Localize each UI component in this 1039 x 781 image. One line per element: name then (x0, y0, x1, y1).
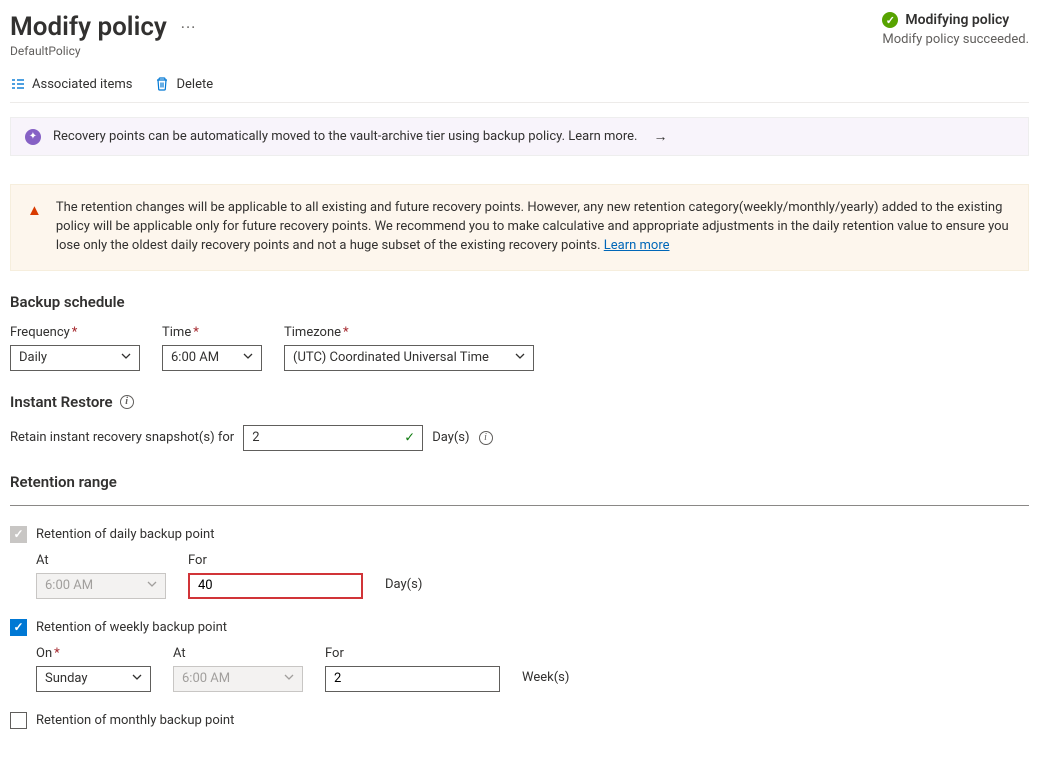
time-value: 6:00 AM (171, 350, 219, 365)
status-notification: ✓ Modifying policy Modify policy succeed… (882, 12, 1029, 47)
divider (10, 505, 1029, 506)
weekly-at-select: 6:00 AM (173, 666, 303, 692)
weekly-for-label: For (325, 646, 500, 661)
weekly-for-value[interactable] (334, 667, 491, 691)
daily-for-value[interactable] (198, 575, 353, 597)
frequency-value: Daily (19, 350, 47, 365)
timezone-value: (UTC) Coordinated Universal Time (293, 350, 489, 365)
compass-icon: ✦ (25, 129, 41, 145)
daily-retention-checkbox (10, 526, 27, 543)
weekly-unit: Week(s) (522, 652, 569, 685)
daily-for-input[interactable] (188, 573, 363, 599)
frequency-select[interactable]: Daily (10, 345, 140, 371)
info-icon[interactable]: i (479, 431, 493, 445)
status-title: Modifying policy (905, 12, 1009, 28)
weekly-at-label: At (173, 646, 303, 661)
warning-banner: ▲ The retention changes will be applicab… (10, 184, 1029, 271)
info-icon[interactable]: i (120, 395, 134, 409)
monthly-retention-checkbox[interactable] (10, 712, 27, 729)
list-icon (10, 76, 26, 92)
info-banner: ✦ Recovery points can be automatically m… (10, 117, 1029, 156)
daily-retention-title: Retention of daily backup point (36, 527, 214, 542)
instant-restore-heading: Instant Restore i (10, 393, 1029, 411)
daily-at-label: At (36, 553, 166, 568)
chevron-down-icon (283, 671, 295, 687)
instant-restore-unit: Day(s) (432, 430, 469, 445)
time-select[interactable]: 6:00 AM (162, 345, 262, 371)
arrow-right-icon[interactable]: → (653, 128, 667, 145)
chevron-down-icon (120, 350, 132, 366)
status-subtitle: Modify policy succeeded. (882, 32, 1029, 47)
time-label: Time* (162, 325, 262, 340)
frequency-label: Frequency* (10, 325, 140, 340)
timezone-label: Timezone* (284, 325, 534, 340)
daily-at-select: 6:00 AM (36, 573, 166, 599)
trash-icon (154, 76, 170, 92)
learn-more-link[interactable]: Learn more (604, 238, 670, 253)
chevron-down-icon (146, 578, 158, 594)
instant-restore-input[interactable]: 2 ✓ (243, 425, 423, 451)
instant-restore-label: Retain instant recovery snapshot(s) for (10, 430, 234, 445)
chevron-down-icon (242, 350, 254, 366)
chevron-down-icon (514, 350, 526, 366)
page-subtitle: DefaultPolicy (10, 44, 196, 58)
toolbar-item-label: Delete (176, 77, 213, 92)
warning-text: The retention changes will be applicable… (56, 200, 1009, 253)
retention-range-heading: Retention range (10, 473, 1029, 491)
toolbar-item-label: Associated items (32, 77, 132, 92)
warning-icon: ▲ (27, 200, 42, 256)
instant-restore-value: 2 (252, 430, 259, 445)
info-banner-text: Recovery points can be automatically mov… (53, 129, 637, 144)
daily-for-label: For (188, 553, 363, 568)
weekly-at-value: 6:00 AM (182, 671, 230, 686)
weekly-for-input[interactable] (325, 666, 500, 692)
daily-at-value: 6:00 AM (45, 578, 93, 593)
check-icon: ✓ (404, 430, 415, 445)
backup-schedule-heading: Backup schedule (10, 293, 1029, 311)
chevron-down-icon (131, 671, 143, 687)
weekly-on-label: On* (36, 646, 151, 661)
weekly-retention-checkbox[interactable] (10, 619, 27, 636)
timezone-select[interactable]: (UTC) Coordinated Universal Time (284, 345, 534, 371)
weekly-on-select[interactable]: Sunday (36, 666, 151, 692)
weekly-on-value: Sunday (45, 671, 88, 686)
weekly-retention-title: Retention of weekly backup point (36, 620, 227, 635)
monthly-retention-title: Retention of monthly backup point (36, 713, 234, 728)
more-icon[interactable]: ··· (181, 18, 197, 37)
associated-items-button[interactable]: Associated items (10, 76, 132, 92)
daily-unit: Day(s) (385, 559, 422, 592)
delete-button[interactable]: Delete (154, 76, 213, 92)
page-title: Modify policy (10, 12, 167, 42)
success-check-icon: ✓ (882, 12, 898, 28)
